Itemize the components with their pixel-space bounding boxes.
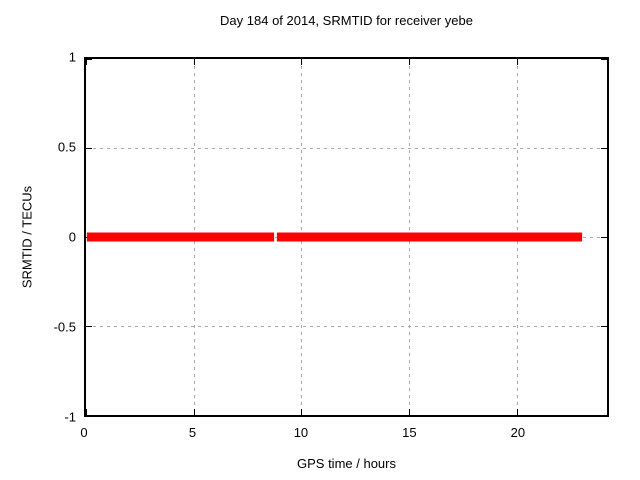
y-tick (601, 237, 607, 238)
x-tick-label: 5 (188, 425, 197, 440)
y-tick (601, 326, 607, 327)
x-tick (408, 409, 410, 415)
grid-line-horizontal (86, 326, 607, 327)
x-tick (408, 59, 410, 65)
x-tick (193, 409, 195, 415)
y-tick (86, 148, 92, 149)
y-tick (86, 59, 92, 60)
x-tick (516, 409, 518, 415)
y-tick (86, 326, 92, 327)
x-tick (86, 59, 87, 65)
y-tick (86, 415, 92, 416)
y-tick-label: -0.5 (53, 319, 76, 335)
y-tick-labels: 1 0.5 0 -0.5 -1 (0, 50, 76, 425)
x-tick-label: 15 (402, 425, 417, 440)
y-tick (601, 148, 607, 149)
x-tick (516, 59, 518, 65)
grid-line-horizontal (86, 148, 607, 149)
x-tick (193, 59, 195, 65)
x-tick (86, 409, 87, 415)
y-tick (601, 59, 607, 60)
y-tick-label: 0.5 (57, 139, 76, 155)
plot-area (84, 57, 609, 417)
chart-title: Day 184 of 2014, SRMTID for receiver yeb… (220, 13, 473, 28)
x-tick-labels: 0 5 10 15 20 (80, 425, 609, 441)
data-line-segment (276, 232, 583, 242)
y-tick (601, 415, 607, 416)
y-tick-label: -1 (64, 409, 76, 425)
x-tick (301, 409, 303, 415)
y-tick-label: 0 (68, 229, 76, 245)
x-tick-label: 0 (80, 425, 88, 440)
y-tick-label: 1 (68, 49, 76, 65)
data-line-segment (87, 232, 274, 242)
x-axis-label: GPS time / hours (297, 456, 396, 471)
x-tick (301, 59, 303, 65)
x-tick-label: 20 (510, 425, 526, 440)
x-tick-label: 10 (293, 425, 309, 440)
